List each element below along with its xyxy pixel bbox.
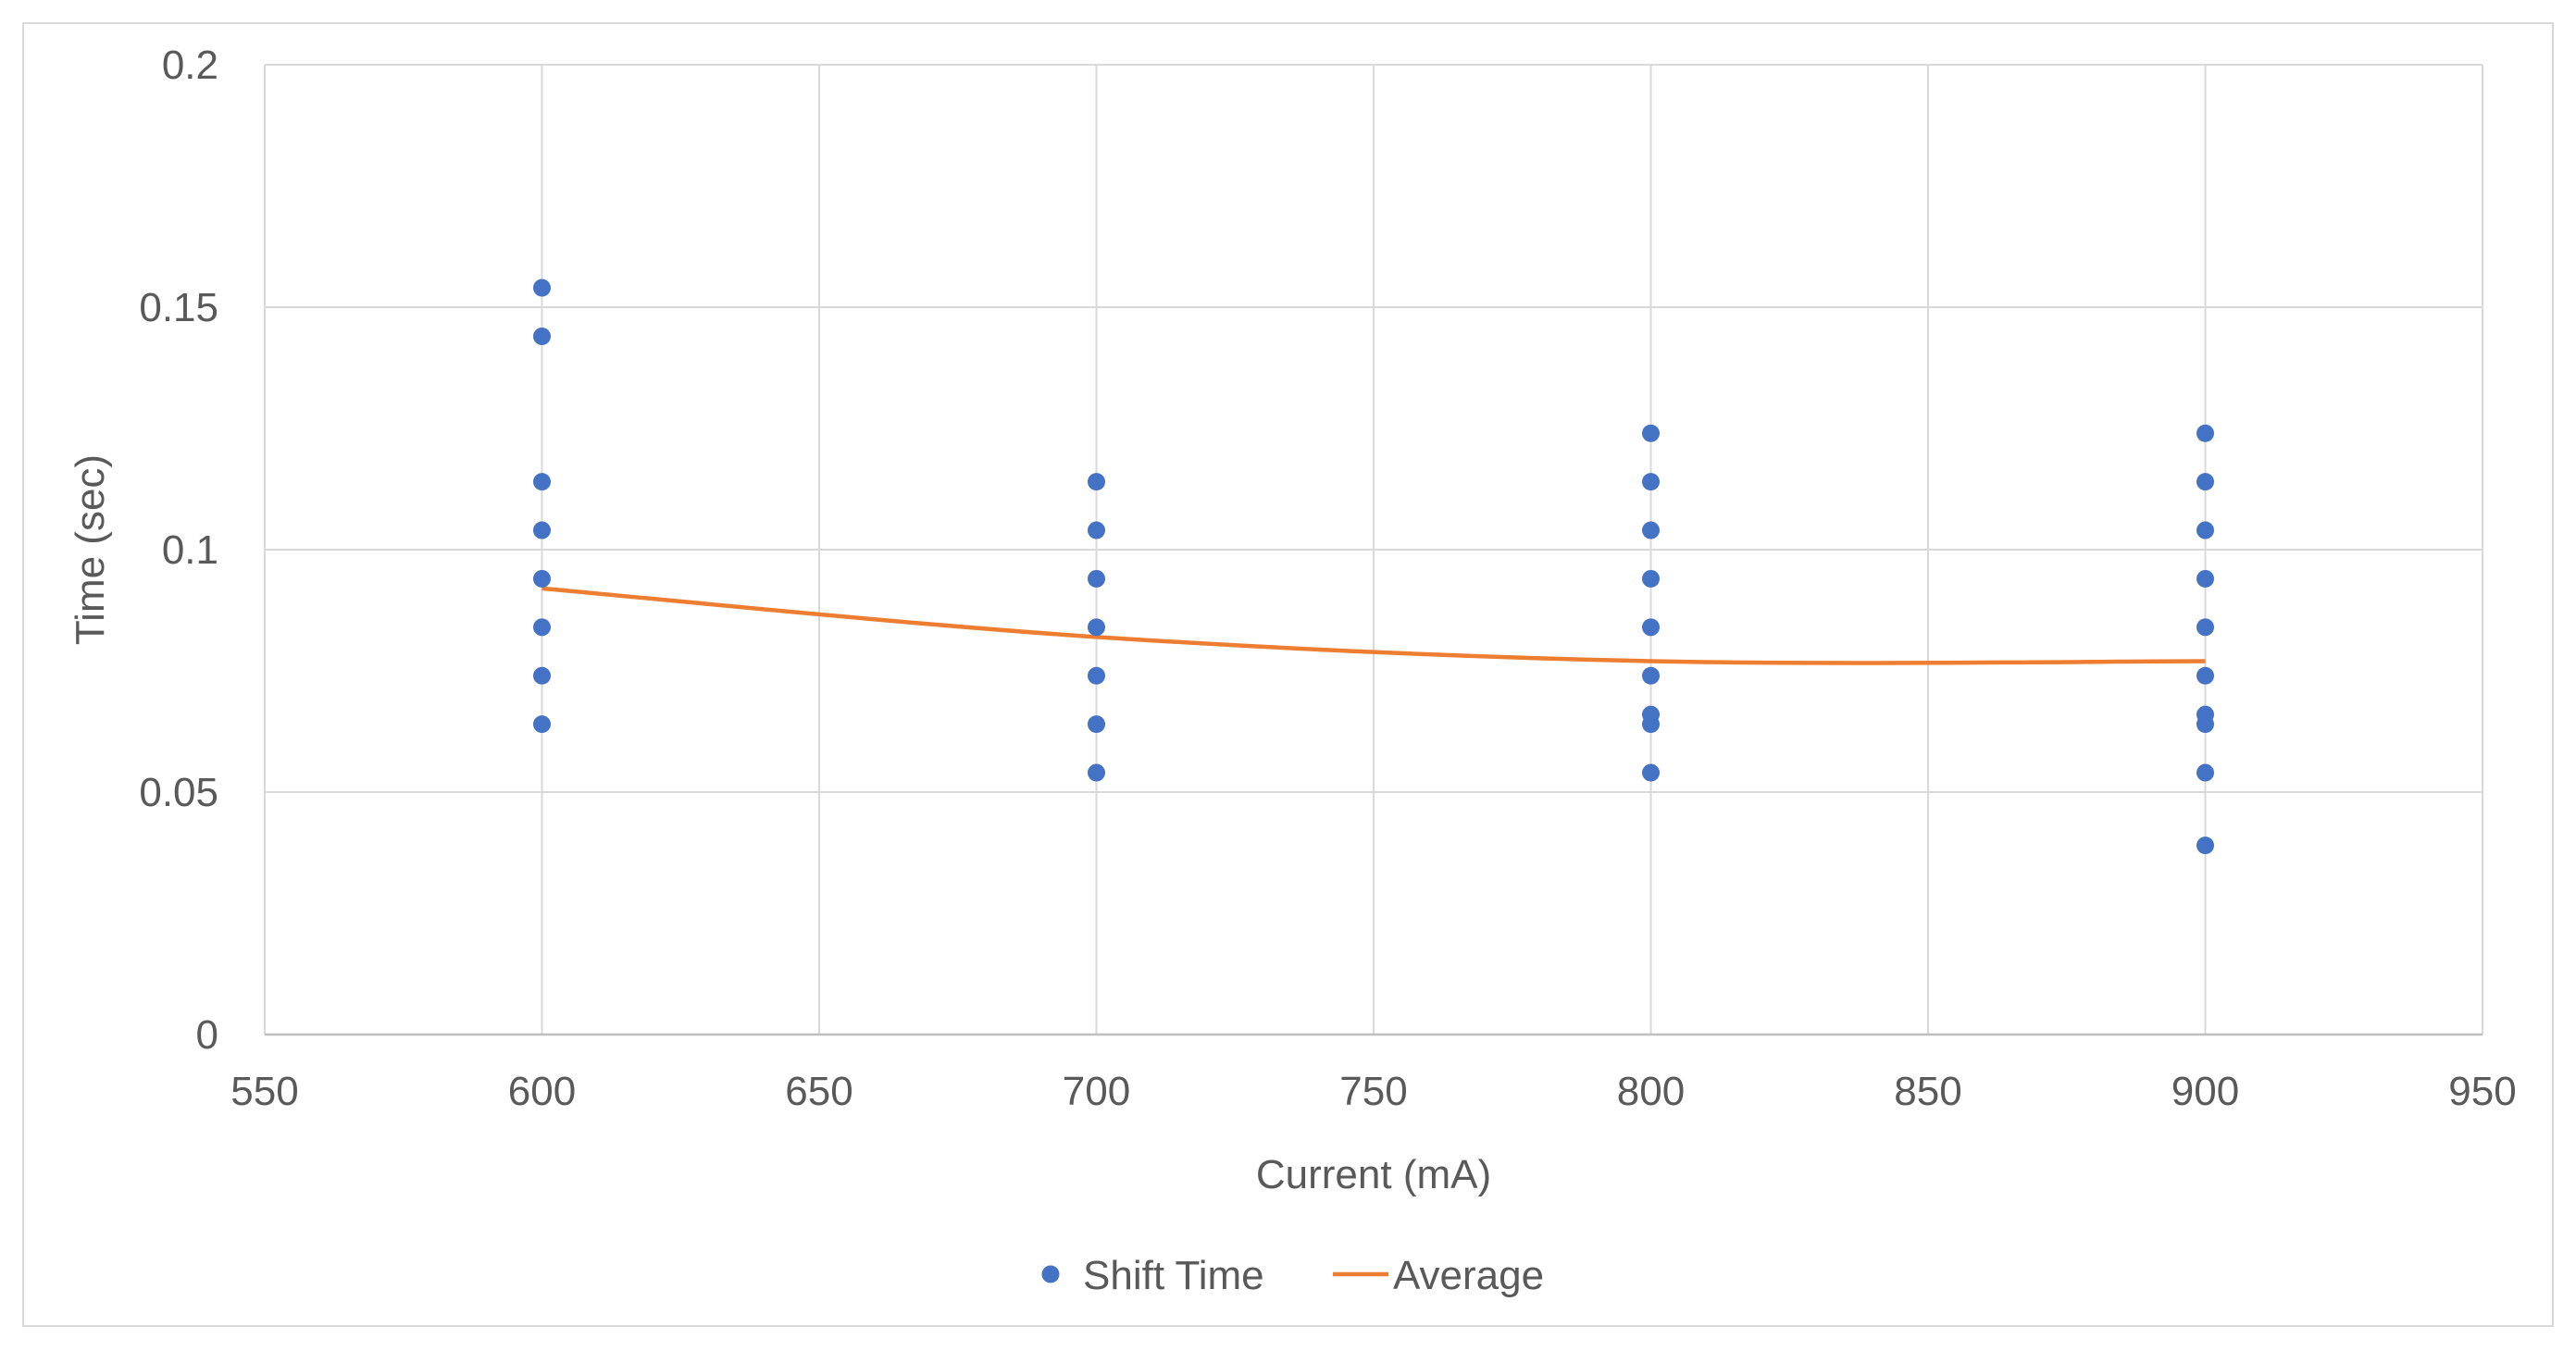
shift-time-point: [1642, 521, 1660, 539]
x-tick-label: 700: [1063, 1069, 1130, 1114]
shift-time-point: [2196, 424, 2214, 442]
x-tick-label: 600: [508, 1069, 576, 1114]
average-line: [541, 586, 2206, 665]
shift-time-point: [1642, 569, 1660, 588]
shift-time-point: [533, 521, 551, 539]
x-tick-label: 950: [2448, 1069, 2516, 1114]
shift-time-point: [533, 473, 551, 491]
shift-time-point: [1088, 763, 1105, 782]
shift-time-point: [533, 715, 551, 734]
shift-time-point: [533, 327, 551, 345]
legend-label-shift-time: Shift Time: [1083, 1253, 1264, 1298]
y-tick-label: 0.15: [139, 285, 218, 330]
shift-time-point: [2196, 666, 2214, 685]
shift-time-point: [1642, 715, 1660, 734]
x-axis-title: Current (mA): [1256, 1152, 1491, 1197]
average-line-layer: [541, 586, 2206, 665]
shift-time-point: [2196, 837, 2214, 855]
shift-time-point: [533, 569, 551, 588]
shift-time-point: [1088, 618, 1105, 637]
shift-time-point: [1642, 763, 1660, 782]
shift-time-point: [533, 279, 551, 297]
shift-time-point: [1088, 666, 1105, 685]
shift-time-point: [533, 618, 551, 637]
shift-time-point: [533, 666, 551, 685]
legend-marker-shift-time: [1041, 1265, 1060, 1283]
x-tick-label: 550: [230, 1069, 298, 1114]
shift-time-point: [1088, 715, 1105, 734]
chart-frame: [22, 22, 2554, 1327]
shift-time-point: [1088, 521, 1105, 539]
shift-time-point: [1642, 618, 1660, 637]
y-tick-label: 0: [196, 1012, 218, 1058]
shift-time-point: [1642, 473, 1660, 491]
x-tick-label: 800: [1617, 1069, 1685, 1114]
y-axis-title: Time (sec): [68, 454, 113, 645]
tick-labels: 550 600 650 700 750 800 850 900 950 0 0.05 0.1 0.15 0…: [139, 43, 2516, 1114]
shift-time-point: [1642, 424, 1660, 442]
shift-time-point: [2196, 569, 2214, 588]
shift-time-point: [1088, 569, 1105, 588]
grid-lines: [264, 64, 2483, 1035]
y-tick-label: 0.2: [162, 43, 218, 88]
legend: Shift Time Average: [1041, 1253, 1544, 1298]
y-tick-label: 0.1: [162, 527, 218, 573]
x-tick-label: 900: [2172, 1069, 2239, 1114]
shift-time-point: [2196, 763, 2214, 782]
x-tick-label: 750: [1339, 1069, 1407, 1114]
x-tick-label: 850: [1894, 1069, 1961, 1114]
shift-time-point: [2196, 521, 2214, 539]
legend-label-average: Average: [1393, 1253, 1544, 1298]
shift-time-point: [2196, 715, 2214, 734]
shift-time-point: [1642, 666, 1660, 685]
shift-time-point: [2196, 618, 2214, 637]
shift-time-points: [533, 279, 2214, 855]
shift-time-point: [2196, 473, 2214, 491]
x-tick-label: 650: [785, 1069, 852, 1114]
y-tick-label: 0.05: [139, 770, 218, 815]
shift-time-point: [1088, 473, 1105, 491]
